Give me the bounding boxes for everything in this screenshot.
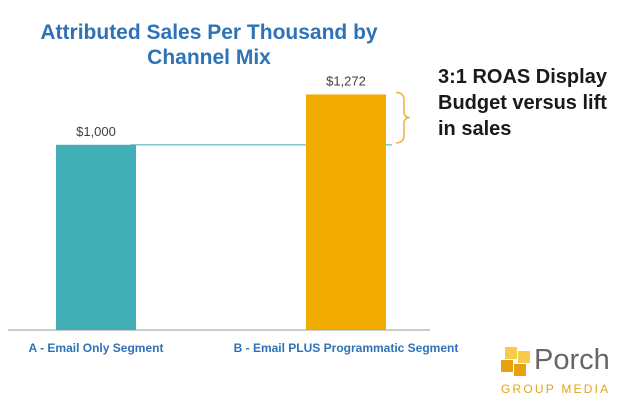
roas-annotation: 3:1 ROAS Display Budget versus lift in s… <box>438 66 607 140</box>
logo-wordmark: Porch <box>534 344 610 376</box>
bar-1 <box>56 144 136 330</box>
bar-2 <box>306 94 386 330</box>
data-label-2: $1,272 <box>326 73 366 88</box>
porch-group-media-logo: Porch GROUP MEDIA <box>501 344 621 402</box>
lift-brace <box>395 91 411 144</box>
data-label-1: $1,000 <box>76 124 116 139</box>
porch-squares-icon <box>501 347 530 376</box>
category-label-1: A - Email Only Segment <box>29 341 164 355</box>
chart-title: Attributed Sales Per Thousand by Channel… <box>40 21 378 69</box>
logo-subtitle: GROUP MEDIA <box>501 382 611 396</box>
category-label-2: B - Email PLUS Programmatic Segment <box>234 341 459 355</box>
